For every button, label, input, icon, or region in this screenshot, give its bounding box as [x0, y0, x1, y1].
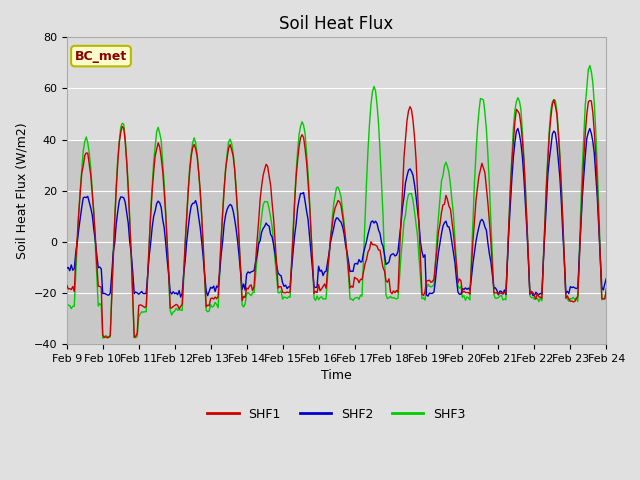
Line: SHF2: SHF2: [67, 129, 640, 297]
Line: SHF3: SHF3: [67, 66, 640, 338]
SHF2: [561, 258, 568, 264]
SHF3: [360, 254, 367, 260]
Bar: [67, 37, 606, 140]
SHF3: [636, 293, 640, 299]
SHF3: [99, 335, 107, 341]
SHF1: [83, 150, 90, 156]
SHF1: [637, 286, 640, 291]
SHF2: [514, 126, 522, 132]
SHF2: [83, 195, 90, 201]
SHF2: [100, 290, 108, 296]
SHF2: [474, 231, 481, 237]
SHF2: [63, 265, 70, 271]
SHF1: [104, 335, 111, 341]
Y-axis label: Soil Heat Flux (W/m2): Soil Heat Flux (W/m2): [15, 122, 28, 259]
SHF3: [102, 333, 109, 338]
SHF1: [100, 335, 108, 340]
SHF3: [474, 126, 481, 132]
SHF1: [561, 258, 568, 264]
SHF3: [586, 63, 594, 69]
Title: Soil Heat Flux: Soil Heat Flux: [280, 15, 394, 33]
SHF3: [559, 220, 566, 226]
SHF1: [636, 288, 640, 293]
SHF1: [474, 185, 481, 191]
SHF2: [636, 276, 640, 282]
Text: BC_met: BC_met: [75, 49, 127, 62]
X-axis label: Time: Time: [321, 370, 352, 383]
Legend: SHF1, SHF2, SHF3: SHF1, SHF2, SHF3: [202, 403, 471, 426]
SHF1: [360, 269, 367, 275]
SHF2: [637, 277, 640, 283]
SHF1: [63, 283, 70, 288]
Line: SHF1: SHF1: [67, 100, 640, 338]
SHF1: [550, 97, 557, 103]
SHF2: [177, 294, 184, 300]
SHF3: [637, 290, 640, 296]
SHF2: [360, 250, 367, 256]
SHF3: [83, 134, 90, 140]
SHF3: [63, 300, 70, 306]
